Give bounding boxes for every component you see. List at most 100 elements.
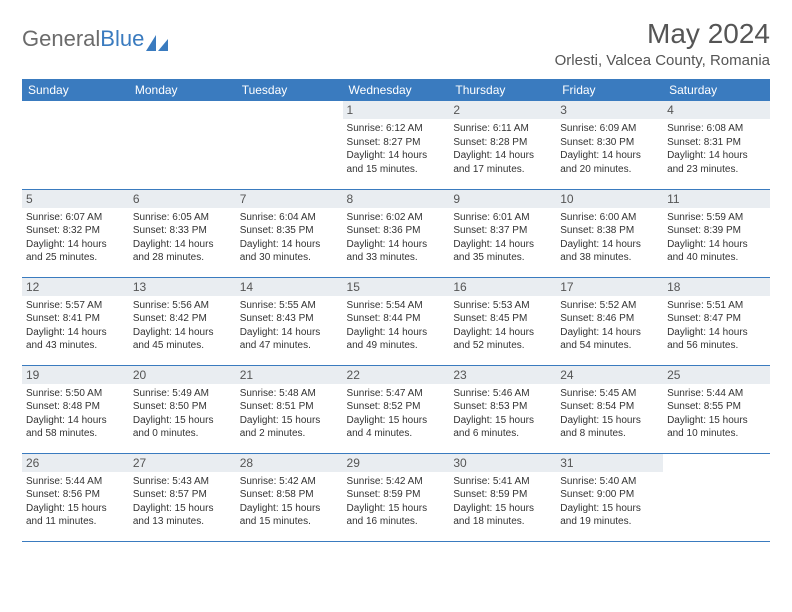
day-cell: 21 Sunrise: 5:48 AMSunset: 8:51 PMDayligh… bbox=[236, 365, 343, 453]
day-cell: 2 Sunrise: 6:11 AMSunset: 8:28 PMDaylight… bbox=[449, 101, 556, 189]
day-details: Sunrise: 6:12 AMSunset: 8:27 PMDaylight:… bbox=[347, 122, 446, 176]
location: Orlesti, Valcea County, Romania bbox=[555, 52, 770, 69]
day-number: 24 bbox=[556, 366, 663, 384]
day-number: 6 bbox=[129, 190, 236, 208]
calendar-body: ...1Sunrise: 6:12 AMSunset: 8:27 PMDayli… bbox=[22, 101, 770, 541]
day-number: 11 bbox=[663, 190, 770, 208]
day-details: Sunrise: 5:57 AMSunset: 8:41 PMDaylight:… bbox=[26, 299, 125, 353]
day-cell: 17 Sunrise: 5:52 AMSunset: 8:46 PMDayligh… bbox=[556, 277, 663, 365]
day-details: Sunrise: 6:11 AMSunset: 8:28 PMDaylight:… bbox=[453, 122, 552, 176]
day-details: Sunrise: 5:47 AMSunset: 8:52 PMDaylight:… bbox=[347, 387, 446, 441]
day-number: 26 bbox=[22, 454, 129, 472]
day-number: 18 bbox=[663, 278, 770, 296]
week-row: 5 Sunrise: 6:07 AMSunset: 8:32 PMDaylight… bbox=[22, 189, 770, 277]
day-details: Sunrise: 6:01 AMSunset: 8:37 PMDaylight:… bbox=[453, 211, 552, 265]
day-number: 25 bbox=[663, 366, 770, 384]
day-details: Sunrise: 5:52 AMSunset: 8:46 PMDaylight:… bbox=[560, 299, 659, 353]
day-details: Sunrise: 5:56 AMSunset: 8:42 PMDaylight:… bbox=[133, 299, 232, 353]
day-details: Sunrise: 5:49 AMSunset: 8:50 PMDaylight:… bbox=[133, 387, 232, 441]
day-number: 16 bbox=[449, 278, 556, 296]
day-cell: 26Sunrise: 5:44 AMSunset: 8:56 PMDayligh… bbox=[22, 453, 129, 541]
day-details: Sunrise: 5:55 AMSunset: 8:43 PMDaylight:… bbox=[240, 299, 339, 353]
day-header: Tuesday bbox=[236, 79, 343, 101]
calendar-page: GeneralBlue May 2024 Orlesti, Valcea Cou… bbox=[0, 0, 792, 552]
day-header: Thursday bbox=[449, 79, 556, 101]
day-cell: 22 Sunrise: 5:47 AMSunset: 8:52 PMDayligh… bbox=[343, 365, 450, 453]
day-number: 2 bbox=[449, 101, 556, 119]
day-cell: 31Sunrise: 5:40 AMSunset: 9:00 PMDayligh… bbox=[556, 453, 663, 541]
day-number: 10 bbox=[556, 190, 663, 208]
day-number: 5 bbox=[22, 190, 129, 208]
day-details: Sunrise: 5:54 AMSunset: 8:44 PMDaylight:… bbox=[347, 299, 446, 353]
day-cell: 11 Sunrise: 5:59 AMSunset: 8:39 PMDayligh… bbox=[663, 189, 770, 277]
day-number: 15 bbox=[343, 278, 450, 296]
logo-text-blue: Blue bbox=[100, 26, 144, 52]
day-details: Sunrise: 5:45 AMSunset: 8:54 PMDaylight:… bbox=[560, 387, 659, 441]
day-details: Sunrise: 5:42 AMSunset: 8:59 PMDaylight:… bbox=[347, 475, 446, 529]
day-details: Sunrise: 5:51 AMSunset: 8:47 PMDaylight:… bbox=[667, 299, 766, 353]
sail-icon bbox=[146, 31, 168, 47]
day-cell: 30 Sunrise: 5:41 AMSunset: 8:59 PMDayligh… bbox=[449, 453, 556, 541]
day-number: 13 bbox=[129, 278, 236, 296]
day-details: Sunrise: 5:43 AMSunset: 8:57 PMDaylight:… bbox=[133, 475, 232, 529]
day-details: Sunrise: 5:53 AMSunset: 8:45 PMDaylight:… bbox=[453, 299, 552, 353]
day-cell: 9 Sunrise: 6:01 AMSunset: 8:37 PMDaylight… bbox=[449, 189, 556, 277]
day-details: Sunrise: 5:48 AMSunset: 8:51 PMDaylight:… bbox=[240, 387, 339, 441]
day-header-row: SundayMondayTuesdayWednesdayThursdayFrid… bbox=[22, 79, 770, 101]
day-cell: . bbox=[129, 101, 236, 189]
day-header: Sunday bbox=[22, 79, 129, 101]
day-details: Sunrise: 5:44 AMSunset: 8:55 PMDaylight:… bbox=[667, 387, 766, 441]
day-cell: 10Sunrise: 6:00 AMSunset: 8:38 PMDayligh… bbox=[556, 189, 663, 277]
day-number: 29 bbox=[343, 454, 450, 472]
week-row: 12Sunrise: 5:57 AMSunset: 8:41 PMDayligh… bbox=[22, 277, 770, 365]
day-number: 17 bbox=[556, 278, 663, 296]
header: GeneralBlue May 2024 Orlesti, Valcea Cou… bbox=[22, 18, 770, 69]
day-header: Saturday bbox=[663, 79, 770, 101]
day-cell: 19Sunrise: 5:50 AMSunset: 8:48 PMDayligh… bbox=[22, 365, 129, 453]
calendar-table: SundayMondayTuesdayWednesdayThursdayFrid… bbox=[22, 79, 770, 542]
day-cell: 16 Sunrise: 5:53 AMSunset: 8:45 PMDayligh… bbox=[449, 277, 556, 365]
day-cell: 12Sunrise: 5:57 AMSunset: 8:41 PMDayligh… bbox=[22, 277, 129, 365]
day-cell: 27 Sunrise: 5:43 AMSunset: 8:57 PMDayligh… bbox=[129, 453, 236, 541]
day-cell: 13 Sunrise: 5:56 AMSunset: 8:42 PMDayligh… bbox=[129, 277, 236, 365]
day-cell: 7 Sunrise: 6:04 AMSunset: 8:35 PMDaylight… bbox=[236, 189, 343, 277]
day-number: 30 bbox=[449, 454, 556, 472]
week-row: 26Sunrise: 5:44 AMSunset: 8:56 PMDayligh… bbox=[22, 453, 770, 541]
day-number: 3 bbox=[556, 101, 663, 119]
day-cell: . bbox=[236, 101, 343, 189]
week-row: ...1Sunrise: 6:12 AMSunset: 8:27 PMDayli… bbox=[22, 101, 770, 189]
day-cell: 15 Sunrise: 5:54 AMSunset: 8:44 PMDayligh… bbox=[343, 277, 450, 365]
day-cell: 20 Sunrise: 5:49 AMSunset: 8:50 PMDayligh… bbox=[129, 365, 236, 453]
day-number: 1 bbox=[343, 101, 450, 119]
day-cell: 14Sunrise: 5:55 AMSunset: 8:43 PMDayligh… bbox=[236, 277, 343, 365]
day-details: Sunrise: 5:59 AMSunset: 8:39 PMDaylight:… bbox=[667, 211, 766, 265]
day-details: Sunrise: 6:08 AMSunset: 8:31 PMDaylight:… bbox=[667, 122, 766, 176]
day-cell: 5 Sunrise: 6:07 AMSunset: 8:32 PMDaylight… bbox=[22, 189, 129, 277]
month-title: May 2024 bbox=[555, 18, 770, 50]
day-cell: 23Sunrise: 5:46 AMSunset: 8:53 PMDayligh… bbox=[449, 365, 556, 453]
day-cell: 6 Sunrise: 6:05 AMSunset: 8:33 PMDaylight… bbox=[129, 189, 236, 277]
day-details: Sunrise: 6:09 AMSunset: 8:30 PMDaylight:… bbox=[560, 122, 659, 176]
day-details: Sunrise: 6:07 AMSunset: 8:32 PMDaylight:… bbox=[26, 211, 125, 265]
day-number: 4 bbox=[663, 101, 770, 119]
day-details: Sunrise: 5:42 AMSunset: 8:58 PMDaylight:… bbox=[240, 475, 339, 529]
day-number: 31 bbox=[556, 454, 663, 472]
day-details: Sunrise: 6:02 AMSunset: 8:36 PMDaylight:… bbox=[347, 211, 446, 265]
day-number: 21 bbox=[236, 366, 343, 384]
day-details: Sunrise: 6:04 AMSunset: 8:35 PMDaylight:… bbox=[240, 211, 339, 265]
day-header: Monday bbox=[129, 79, 236, 101]
day-number: 27 bbox=[129, 454, 236, 472]
day-number: 20 bbox=[129, 366, 236, 384]
day-cell: 4 Sunrise: 6:08 AMSunset: 8:31 PMDaylight… bbox=[663, 101, 770, 189]
day-cell: 28Sunrise: 5:42 AMSunset: 8:58 PMDayligh… bbox=[236, 453, 343, 541]
day-cell: . bbox=[22, 101, 129, 189]
day-number: 9 bbox=[449, 190, 556, 208]
day-details: Sunrise: 6:05 AMSunset: 8:33 PMDaylight:… bbox=[133, 211, 232, 265]
day-details: Sunrise: 5:41 AMSunset: 8:59 PMDaylight:… bbox=[453, 475, 552, 529]
day-number: 19 bbox=[22, 366, 129, 384]
day-cell: 29 Sunrise: 5:42 AMSunset: 8:59 PMDayligh… bbox=[343, 453, 450, 541]
day-cell: . bbox=[663, 453, 770, 541]
day-number: 7 bbox=[236, 190, 343, 208]
day-number: 22 bbox=[343, 366, 450, 384]
day-cell: 18 Sunrise: 5:51 AMSunset: 8:47 PMDayligh… bbox=[663, 277, 770, 365]
